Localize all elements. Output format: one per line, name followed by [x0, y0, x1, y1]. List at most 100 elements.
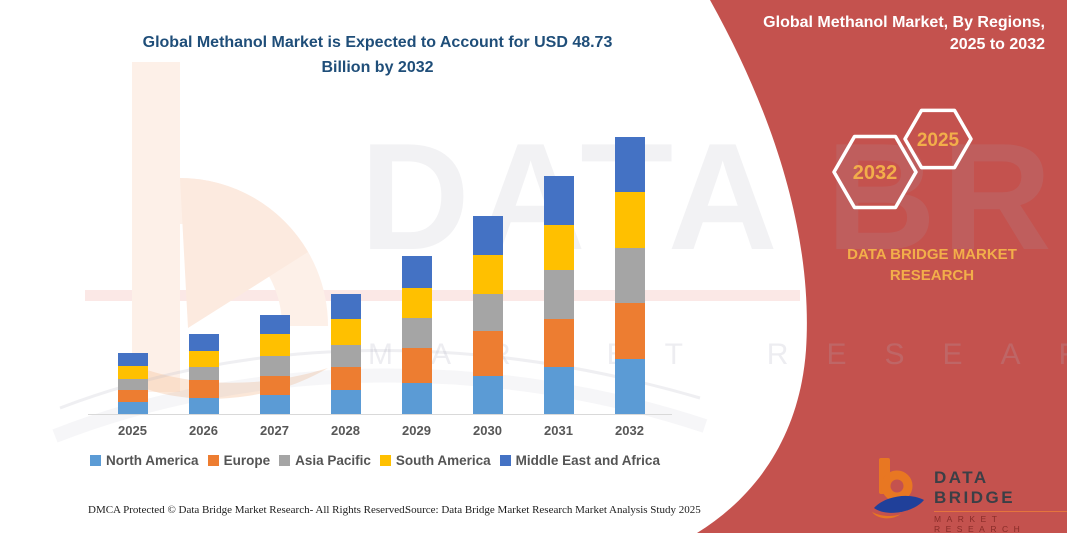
- legend-label: Middle East and Africa: [515, 453, 660, 468]
- chart-title: Global Methanol Market is Expected to Ac…: [105, 30, 650, 80]
- side-panel-title: Global Methanol Market, By Regions, 2025…: [715, 12, 1045, 56]
- bar-segment: [614, 192, 645, 248]
- bar-segment: [614, 359, 645, 414]
- bar-segment: [330, 318, 361, 345]
- bar-column-2028: [310, 128, 381, 414]
- x-axis-label: 2026: [189, 423, 218, 438]
- legend: North America Europe Asia Pacific South Ame…: [78, 453, 672, 468]
- data-bridge-logo: DATA BRIDGE MARKET RESEARCH: [872, 456, 1067, 533]
- bar-segment: [472, 255, 503, 294]
- bar-segment: [117, 366, 148, 379]
- x-axis-line: [88, 414, 672, 415]
- bar-segment: [330, 294, 361, 319]
- brand-caption: DATA BRIDGE MARKET RESEARCH: [847, 246, 1017, 284]
- bar-segment: [614, 137, 645, 193]
- legend-item: North America: [90, 453, 199, 468]
- bar-segment: [472, 331, 503, 376]
- hexagon-2025-icon: [903, 108, 973, 170]
- legend-marker-icon: [207, 455, 219, 466]
- x-axis-label: 2030: [473, 423, 502, 438]
- footer-dmca: DMCA Protected © Data Bridge Market Rese…: [88, 504, 408, 516]
- x-axis-label: 2032: [615, 423, 644, 438]
- data-bridge-b-icon: [872, 458, 924, 519]
- bar-stack: [117, 353, 148, 414]
- bar-segment: [117, 390, 148, 403]
- bar-column-2026: [168, 128, 239, 414]
- bar-column-2032: [594, 128, 665, 414]
- legend-label: South America: [395, 453, 491, 468]
- bar-segment: [543, 270, 574, 319]
- bar-segment: [401, 318, 432, 349]
- bar-segment: [614, 247, 645, 304]
- legend-marker-icon: [499, 455, 511, 466]
- year-hexagons: 2032 2025: [832, 108, 973, 210]
- bar-column-2031: [523, 128, 594, 414]
- chart-title-line2: Billion by 2032: [321, 59, 434, 76]
- hexagon-2025-label: 2025: [917, 130, 960, 151]
- bar-segment: [401, 348, 432, 384]
- bar-segment: [614, 303, 645, 360]
- side-panel-title-line1: Global Methanol Market, By Regions,: [763, 14, 1045, 31]
- bar-stack: [188, 334, 219, 414]
- footer-source: Source: Data Bridge Market Research Mark…: [405, 504, 701, 516]
- bar-segment: [330, 366, 361, 391]
- legend-item: Middle East and Africa: [499, 453, 660, 468]
- legend-marker-icon: [379, 455, 391, 466]
- side-panel-title-line2: 2025 to 2032: [949, 36, 1045, 53]
- bar-segment: [188, 379, 219, 398]
- bar-stack: [472, 216, 503, 414]
- bar-segment: [472, 375, 503, 414]
- bar-segment: [117, 402, 148, 414]
- bar-segment: [543, 366, 574, 414]
- x-axis-label: 2025: [118, 423, 147, 438]
- bar-segment: [188, 367, 219, 380]
- bar-stack: [614, 137, 645, 414]
- bar-segment: [401, 383, 432, 414]
- bar-column-2029: [381, 128, 452, 414]
- bar-segment: [117, 378, 148, 391]
- plot-area: [97, 128, 665, 414]
- bar-segment: [259, 375, 290, 395]
- x-axis-label: 2027: [260, 423, 289, 438]
- bar-column-2030: [452, 128, 523, 414]
- bar-segment: [259, 394, 290, 414]
- bar-segment: [472, 293, 503, 332]
- x-axis-label: 2031: [544, 423, 573, 438]
- logo-rule: [934, 511, 1067, 512]
- legend-item: South America: [379, 453, 491, 468]
- bar-segment: [401, 287, 432, 319]
- hexagon-2032-label: 2032: [853, 162, 898, 184]
- bar-segment: [543, 224, 574, 271]
- logo-text: DATA BRIDGE MARKET RESEARCH: [934, 468, 1067, 533]
- bar-column-2025: [97, 128, 168, 414]
- bar-segment: [259, 315, 290, 335]
- legend-item: Europe: [207, 453, 271, 468]
- bar-segment: [472, 216, 503, 256]
- bar-stack: [543, 176, 574, 414]
- bar-segment: [330, 390, 361, 414]
- x-axis-label: 2029: [402, 423, 431, 438]
- legend-marker-icon: [90, 455, 102, 466]
- x-axis-labels: 2025 2026 2027 2028 2029 2030 2031 2032: [97, 423, 665, 438]
- chart-title-line1: Global Methanol Market is Expected to Ac…: [142, 34, 613, 51]
- x-axis-label: 2028: [331, 423, 360, 438]
- legend-label: North America: [106, 453, 199, 468]
- bar-segment: [259, 356, 290, 376]
- bar-segment: [117, 353, 148, 367]
- legend-marker-icon: [279, 455, 291, 466]
- legend-item: Asia Pacific: [279, 453, 371, 468]
- bar-segment: [188, 334, 219, 351]
- bar-segment: [188, 350, 219, 368]
- logo-name: DATA BRIDGE: [934, 468, 1016, 507]
- bar-segment: [330, 344, 361, 367]
- bar-segment: [188, 397, 219, 414]
- bar-stack: [330, 294, 361, 414]
- legend-label: Europe: [223, 453, 271, 468]
- bar-segment: [543, 318, 574, 367]
- bar-segment: [259, 334, 290, 357]
- legend-label: Asia Pacific: [295, 453, 371, 468]
- bar-segment: [543, 176, 574, 225]
- bar-stack: [259, 315, 290, 414]
